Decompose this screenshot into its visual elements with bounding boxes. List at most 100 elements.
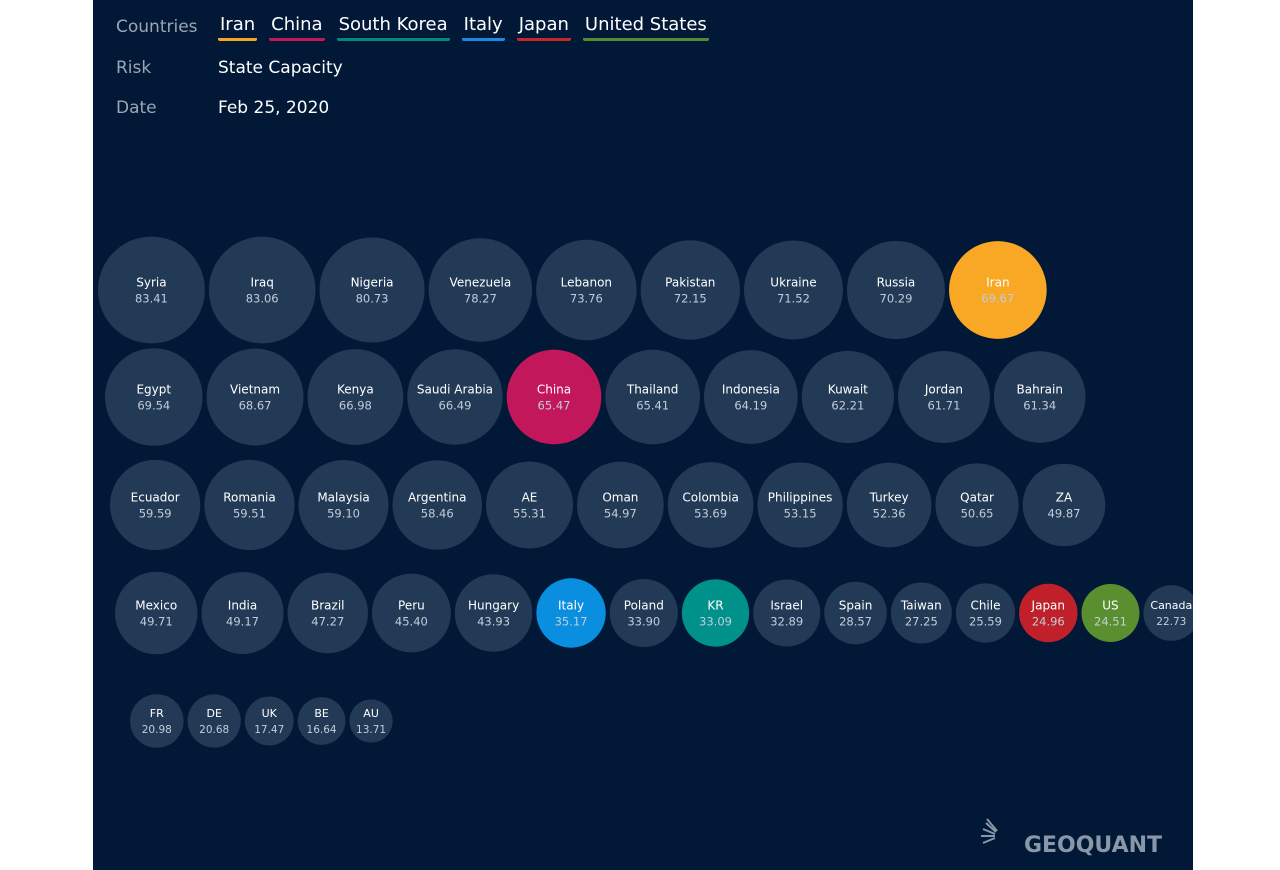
value-label: 64.19 [734, 399, 767, 413]
bubble [297, 697, 346, 745]
value-label: 73.76 [570, 292, 603, 306]
countries-label: Countries [116, 17, 198, 37]
country-chip[interactable]: Japan [516, 14, 571, 41]
country-chip[interactable]: Iran [218, 14, 258, 41]
bubble-label: US [1102, 599, 1118, 613]
bubble-label: Mexico [135, 599, 177, 613]
panel: Countries Iran China South Korea Italy Japan… [93, 0, 1193, 870]
bubble [201, 571, 284, 655]
bubble-label: Japan [1031, 599, 1065, 613]
bubble [993, 351, 1086, 443]
bubble [1081, 584, 1140, 642]
bubble [485, 461, 573, 549]
value-label: 43.93 [477, 615, 510, 629]
value-label: 59.10 [327, 507, 360, 521]
bubble [824, 581, 887, 645]
country-chips: Iran China South Korea Italy Japan United Sta… [218, 14, 709, 41]
bubble-label: Peru [398, 599, 425, 613]
bubble [454, 574, 533, 652]
bubble [1019, 583, 1078, 643]
value-label: 53.15 [784, 507, 817, 521]
bubble-label: Ukraine [770, 276, 816, 290]
bubble [298, 460, 389, 550]
bubble-label: Taiwan [900, 599, 942, 613]
bubble [536, 239, 637, 341]
bubble [949, 241, 1047, 339]
bubble [846, 462, 932, 548]
bubble-label: DE [206, 707, 221, 720]
value-label: 33.09 [699, 615, 732, 629]
bubble [1022, 463, 1106, 547]
risk-value[interactable]: State Capacity [218, 58, 343, 78]
value-label: 52.36 [873, 507, 906, 521]
bubble-label: India [228, 599, 257, 613]
bubble [187, 694, 241, 748]
country-chip[interactable]: South Korea [336, 14, 450, 41]
value-label: 24.96 [1032, 615, 1065, 629]
value-label: 69.67 [981, 292, 1014, 306]
value-label: 33.90 [627, 615, 660, 629]
bubble-label: Chile [970, 599, 1000, 613]
logo-icon [982, 828, 996, 835]
country-chip[interactable]: United States [582, 14, 709, 41]
bubble-label: Jordan [924, 383, 963, 397]
bubble-label: Nigeria [351, 276, 394, 290]
bubble-label: FR [150, 707, 164, 720]
value-label: 47.27 [311, 615, 344, 629]
logo-icon [985, 822, 997, 833]
value-label: 50.65 [961, 507, 994, 521]
bubble-label: Romania [223, 491, 275, 505]
bubble-label: KR [707, 599, 723, 613]
value-label: 55.31 [513, 507, 546, 521]
bubble-label: Turkey [869, 491, 909, 505]
bubble [609, 578, 678, 648]
value-label: 59.59 [139, 507, 172, 521]
bubble-label: AE [522, 491, 538, 505]
bubble-label: Syria [136, 276, 166, 290]
bubble-label: Spain [839, 599, 873, 613]
bubble [801, 350, 894, 444]
value-label: 35.17 [555, 615, 588, 629]
bubble-label: Russia [877, 276, 916, 290]
bubble [955, 583, 1016, 643]
bubble [743, 240, 843, 340]
bubble-label: Thailand [626, 383, 679, 397]
value-label: 62.21 [831, 399, 864, 413]
bubble [206, 348, 304, 446]
value-label: 20.68 [199, 724, 229, 736]
bubble [392, 460, 482, 550]
date-label: Date [116, 98, 157, 118]
value-label: 61.71 [927, 399, 960, 413]
value-label: 71.52 [777, 292, 810, 306]
value-label: 13.71 [356, 724, 386, 736]
bubble [605, 349, 700, 445]
bubble-label: Ecuador [131, 491, 180, 505]
bubble-label: Italy [558, 599, 584, 613]
bubble-label: UK [262, 707, 278, 720]
bubble-label: Malaysia [317, 491, 369, 505]
value-label: 24.51 [1094, 615, 1127, 629]
bubble [307, 349, 404, 445]
country-chip[interactable]: Italy [461, 14, 505, 41]
value-label: 49.17 [226, 615, 259, 629]
value-label: 16.64 [307, 724, 337, 736]
bubble-label: Canada [1150, 599, 1192, 612]
bubble-label: Venezuela [450, 276, 512, 290]
bubble-label: Israel [770, 599, 803, 613]
value-label: 27.25 [905, 615, 938, 629]
bubble-label: Oman [602, 491, 638, 505]
bubble-label: Hungary [468, 599, 519, 613]
date-value[interactable]: Feb 25, 2020 [218, 98, 330, 118]
bubble-label: Qatar [960, 491, 994, 505]
risk-label: Risk [116, 58, 152, 78]
bubble [319, 237, 425, 343]
value-label: 66.49 [439, 399, 472, 413]
value-label: 78.27 [464, 292, 497, 306]
bubble [576, 461, 664, 549]
country-chip[interactable]: China [269, 14, 325, 41]
value-label: 70.29 [880, 292, 913, 306]
value-label: 61.34 [1023, 399, 1056, 413]
bubble [506, 349, 602, 445]
bubble [110, 459, 201, 551]
